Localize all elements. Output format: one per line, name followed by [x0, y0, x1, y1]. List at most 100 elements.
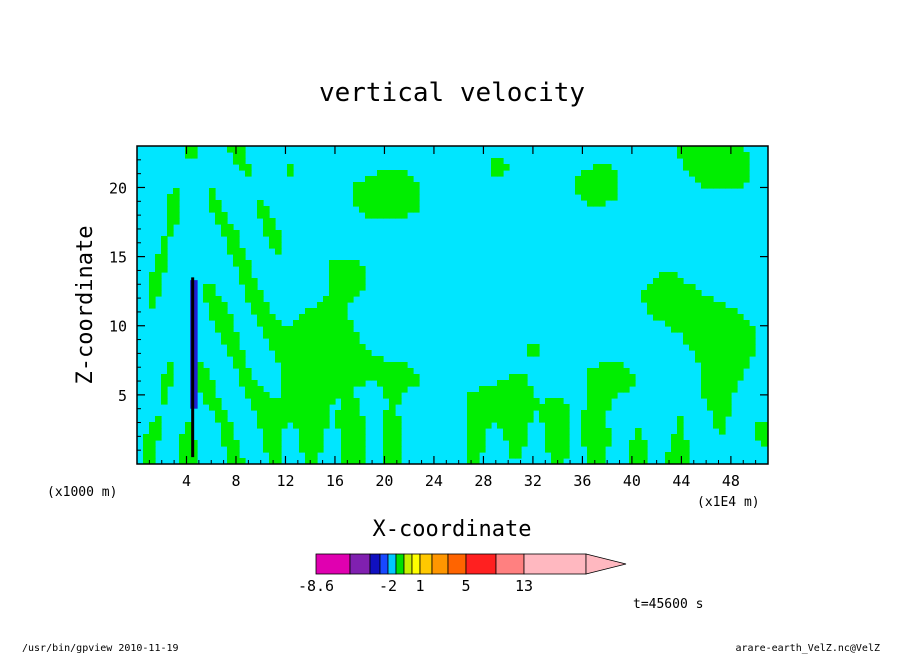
field-cell	[269, 344, 276, 351]
field-cell	[719, 320, 726, 327]
field-cell	[233, 338, 240, 345]
field-cell	[143, 440, 150, 447]
field-cell	[335, 308, 342, 315]
field-cell	[533, 398, 540, 405]
field-cell	[299, 326, 306, 333]
field-cell	[203, 290, 210, 297]
field-cell	[527, 392, 534, 399]
field-cell	[509, 446, 516, 453]
field-cell	[155, 428, 162, 435]
field-cell	[707, 164, 714, 171]
field-cell	[359, 344, 366, 351]
field-cell	[335, 338, 342, 345]
field-cell	[719, 308, 726, 315]
field-cell	[275, 332, 282, 339]
field-cell	[353, 260, 360, 267]
field-cell	[401, 212, 408, 219]
field-cell	[719, 332, 726, 339]
field-cell	[497, 158, 504, 165]
field-cell	[485, 410, 492, 417]
field-cell	[665, 320, 672, 327]
field-cell	[341, 422, 348, 429]
field-cell	[179, 434, 186, 441]
field-cell	[167, 374, 174, 381]
field-cell	[395, 422, 402, 429]
field-cell	[185, 440, 192, 447]
field-cell	[515, 428, 522, 435]
y-axis-title: Z-coordinate	[73, 226, 98, 385]
field-cell	[359, 422, 366, 429]
field-cell	[695, 332, 702, 339]
field-cell	[305, 380, 312, 387]
field-cell	[329, 392, 336, 399]
field-cell	[251, 290, 258, 297]
field-cell	[473, 398, 480, 405]
field-cell	[215, 308, 222, 315]
field-cell	[305, 386, 312, 393]
field-cell	[305, 332, 312, 339]
field-cell	[701, 374, 708, 381]
field-cell	[389, 170, 396, 177]
field-cell	[299, 374, 306, 381]
field-cell	[287, 350, 294, 357]
field-cell	[197, 386, 204, 393]
field-cell	[245, 170, 252, 177]
field-cell	[587, 428, 594, 435]
field-cell	[731, 146, 738, 153]
field-cell	[317, 350, 324, 357]
field-cell	[149, 296, 156, 303]
field-cell	[299, 332, 306, 339]
field-cell	[353, 362, 360, 369]
field-cell	[719, 338, 726, 345]
colorbar-segment	[349, 553, 371, 575]
field-cell	[281, 410, 288, 417]
field-cell	[737, 374, 744, 381]
field-cell	[383, 206, 390, 213]
field-cell	[239, 158, 246, 165]
field-cell	[485, 416, 492, 423]
field-cell	[695, 302, 702, 309]
field-cell	[497, 386, 504, 393]
field-cell	[359, 416, 366, 423]
field-cell	[587, 392, 594, 399]
field-cell	[533, 350, 540, 357]
field-cell	[257, 392, 264, 399]
field-cell	[593, 434, 600, 441]
colorbar-segment	[447, 553, 467, 575]
field-cell	[737, 164, 744, 171]
field-cell	[275, 338, 282, 345]
field-cell	[281, 416, 288, 423]
x-axis-title: X-coordinate	[373, 517, 532, 542]
x-tick-label: 44	[672, 472, 690, 490]
field-cell	[677, 152, 684, 159]
field-cell	[293, 332, 300, 339]
field-cell	[737, 338, 744, 345]
field-cell	[221, 212, 228, 219]
field-cell	[479, 398, 486, 405]
field-cell	[671, 296, 678, 303]
field-cell	[227, 332, 234, 339]
field-cell	[395, 386, 402, 393]
field-cell	[623, 380, 630, 387]
field-cell	[311, 368, 318, 375]
field-cell	[329, 290, 336, 297]
field-cell	[317, 392, 324, 399]
field-cell	[311, 452, 318, 459]
field-cell	[233, 344, 240, 351]
field-cell	[575, 188, 582, 195]
field-cell	[725, 152, 732, 159]
field-cell	[275, 356, 282, 363]
field-cell	[215, 416, 222, 423]
field-cell	[287, 404, 294, 411]
field-cell	[341, 452, 348, 459]
field-cell	[683, 146, 690, 153]
field-cell	[635, 452, 642, 459]
field-cell	[215, 212, 222, 219]
field-cell	[323, 326, 330, 333]
field-cell	[377, 182, 384, 189]
field-cell	[341, 458, 348, 464]
field-cell	[281, 374, 288, 381]
field-cell	[407, 194, 414, 201]
field-cell	[671, 434, 678, 441]
